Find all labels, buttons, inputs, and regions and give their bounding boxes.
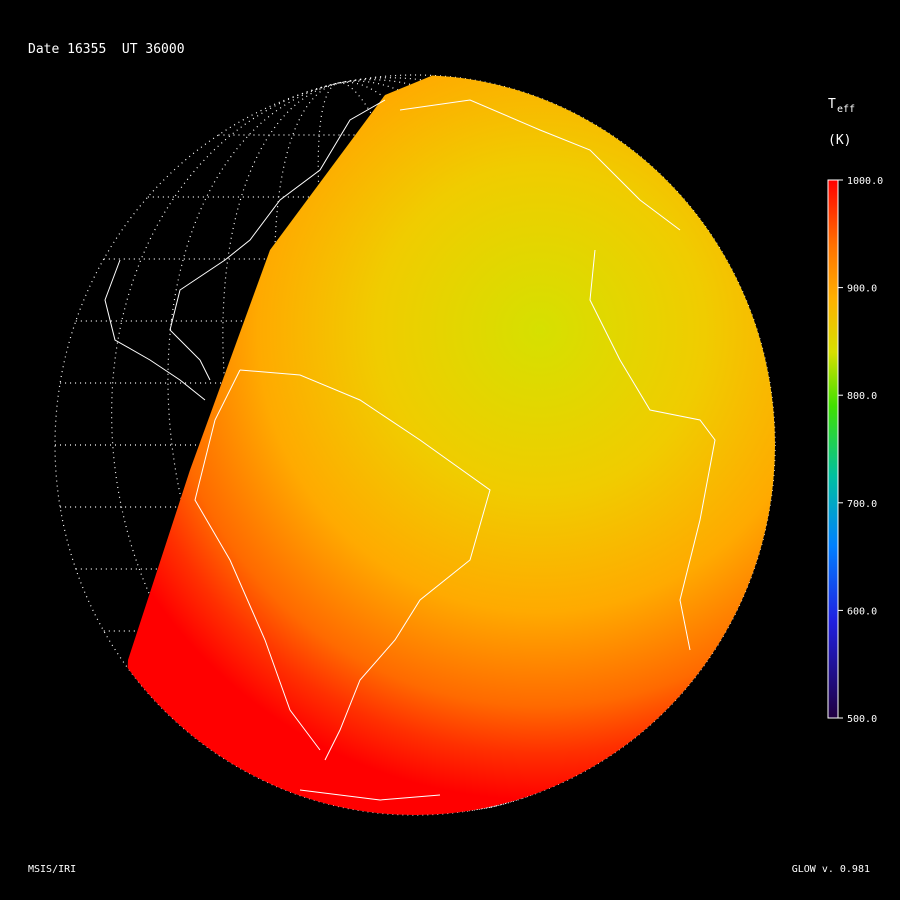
colorbar-tick-label: 1000.0 [847, 176, 883, 187]
colorbar-tick-label: 800.0 [847, 391, 877, 402]
colorbar [827, 179, 839, 719]
colorbar-symbol: T [828, 97, 836, 112]
coastlines [104, 99, 716, 801]
colorbar-tick-label: 900.0 [847, 284, 877, 295]
colorbar-subscript: eff [837, 104, 855, 115]
model-label: MSIS/IRI [28, 864, 76, 875]
temperature-field [120, 75, 775, 815]
colorbar-tick-label: 600.0 [847, 606, 877, 617]
colorbar-tick-label: 500.0 [847, 714, 877, 725]
colorbar-tick-label: 700.0 [847, 499, 877, 510]
date-label: Date 16355 UT 36000 [28, 42, 185, 57]
version-label: GLOW v. 0.981 [792, 864, 870, 875]
colorbar-unit: (K) [828, 133, 851, 148]
